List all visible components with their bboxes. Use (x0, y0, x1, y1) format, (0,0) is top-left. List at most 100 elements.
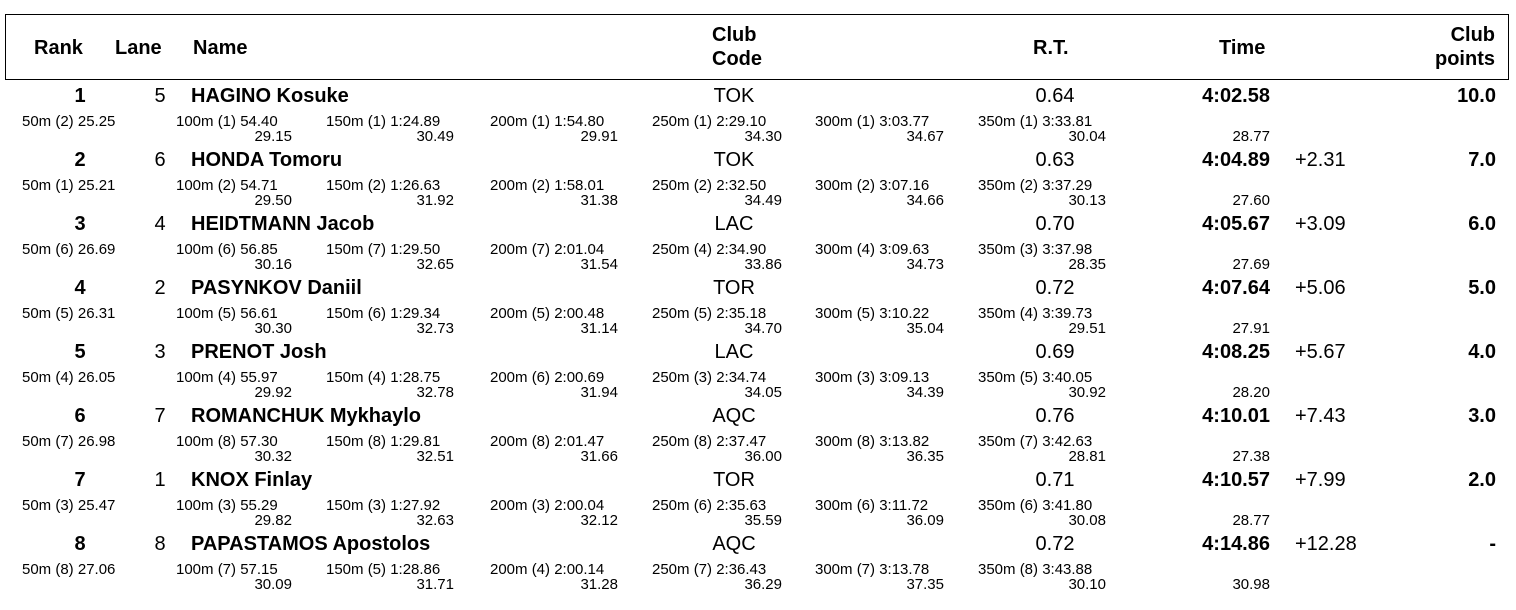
reaction-time: 0.72 (1035, 277, 1075, 299)
lap-time: 31.28 (580, 576, 618, 593)
lap-time: 29.82 (254, 512, 292, 529)
athlete-name: ROMANCHUK Mykhaylo (191, 405, 422, 427)
lap-time: 30.30 (254, 320, 292, 337)
club-points: 3.0 (1468, 405, 1496, 427)
split-time: 100m (6) 56.85 (176, 241, 278, 258)
split-time: 50m (4) 26.05 (22, 369, 116, 386)
split-time: 350m (4) 3:39.73 (978, 305, 1093, 322)
athlete-name: KNOX Finlay (191, 469, 313, 491)
club-points-header-line-1: Club (1450, 24, 1495, 46)
athlete-name: HONDA Tomoru (191, 149, 343, 171)
split-time: 200m (7) 2:01.04 (490, 241, 605, 258)
split-time: 100m (3) 55.29 (176, 497, 278, 514)
split-time: 200m (3) 2:00.04 (490, 497, 605, 514)
athlete-result: 7 1 KNOX Finlay TOR 0.71 4:10.57 +7.99 2.0 50m (… (0, 464, 1516, 529)
lap-time: 30.92 (1068, 384, 1106, 401)
final-lap-time: 27.69 (1232, 256, 1270, 273)
club-code: TOK (713, 85, 755, 107)
club-points: - (1489, 533, 1496, 555)
lap-time: 31.94 (580, 384, 618, 401)
club-points: 2.0 (1468, 469, 1496, 491)
athlete-name: HEIDTMANN Jacob (191, 213, 375, 235)
split-time: 50m (2) 25.25 (22, 113, 116, 130)
club-code: TOK (713, 149, 755, 171)
rank: 7 (74, 469, 86, 491)
split-time: 200m (5) 2:00.48 (490, 305, 605, 322)
split-time: 300m (8) 3:13.82 (815, 433, 930, 450)
time-behind: +7.43 (1295, 405, 1346, 427)
lane: 3 (154, 341, 166, 363)
split-time: 50m (6) 26.69 (22, 241, 116, 258)
reaction-time: 0.70 (1035, 213, 1075, 235)
split-time: 300m (6) 3:11.72 (815, 497, 929, 514)
reaction-time: 0.71 (1035, 469, 1075, 491)
time-behind: +3.09 (1295, 213, 1346, 235)
split-time: 300m (3) 3:09.13 (815, 369, 930, 386)
lap-time: 34.49 (744, 192, 782, 209)
lap-time: 30.10 (1068, 576, 1106, 593)
lap-time: 34.05 (744, 384, 782, 401)
split-time: 50m (7) 26.98 (22, 433, 116, 450)
athlete-result: 2 6 HONDA Tomoru TOK 0.63 4:04.89 +2.31 7.0 50m … (0, 144, 1516, 209)
lane: 2 (154, 277, 166, 299)
split-time: 350m (6) 3:41.80 (978, 497, 1093, 514)
final-time: 4:04.89 (1202, 149, 1270, 171)
athlete-name: PAPASTAMOS Apostolos (191, 533, 431, 555)
club-code: TOR (713, 469, 755, 491)
athlete-result: 4 2 PASYNKOV Daniil TOR 0.72 4:07.64 +5.06 5.0 5… (0, 272, 1516, 337)
lap-time: 35.59 (744, 512, 782, 529)
lane: 7 (154, 405, 166, 427)
athlete-name: PRENOT Josh (191, 341, 327, 363)
split-time: 100m (2) 54.71 (176, 177, 278, 194)
final-time: 4:07.64 (1202, 277, 1270, 299)
athlete-name: HAGINO Kosuke (191, 85, 349, 107)
results-list: 1 5 HAGINO Kosuke TOK 0.64 4:02.58 10.0 50m (2)… (0, 80, 1516, 610)
lap-time: 34.66 (906, 192, 944, 209)
time-behind: +5.67 (1295, 341, 1346, 363)
rt-header: R.T. (1033, 37, 1069, 59)
split-time: 200m (4) 2:00.14 (490, 561, 605, 578)
split-time: 200m (8) 2:01.47 (490, 433, 605, 450)
club-points: 4.0 (1468, 341, 1496, 363)
rank: 2 (74, 149, 86, 171)
lap-time: 32.63 (416, 512, 454, 529)
lap-time: 34.73 (906, 256, 944, 273)
split-time: 350m (5) 3:40.05 (978, 369, 1093, 386)
split-time: 350m (7) 3:42.63 (978, 433, 1093, 450)
lap-time: 30.49 (416, 128, 454, 145)
final-lap-time: 28.77 (1232, 512, 1270, 529)
split-time: 150m (2) 1:26.63 (326, 177, 441, 194)
lane-header: Lane (115, 37, 162, 59)
athlete-result: 5 3 PRENOT Josh LAC 0.69 4:08.25 +5.67 4.0 50m (… (0, 336, 1516, 401)
split-time: 300m (5) 3:10.22 (815, 305, 930, 322)
split-time: 300m (2) 3:07.16 (815, 177, 930, 194)
rank: 5 (74, 341, 86, 363)
split-time: 300m (4) 3:09.63 (815, 241, 930, 258)
athlete-name: PASYNKOV Daniil (191, 277, 362, 299)
lap-time: 30.32 (254, 448, 292, 465)
lap-time: 30.09 (254, 576, 292, 593)
split-time: 50m (5) 26.31 (22, 305, 116, 322)
club-code-header-line-1: Club (712, 24, 757, 46)
split-time: 300m (1) 3:03.77 (815, 113, 930, 130)
lap-time: 33.86 (744, 256, 782, 273)
split-time: 150m (4) 1:28.75 (326, 369, 441, 386)
split-time: 100m (7) 57.15 (176, 561, 278, 578)
split-time: 50m (1) 25.21 (22, 177, 116, 194)
reaction-time: 0.63 (1035, 149, 1075, 171)
lap-time: 31.38 (580, 192, 618, 209)
split-time: 350m (2) 3:37.29 (978, 177, 1093, 194)
lap-time: 34.30 (744, 128, 782, 145)
club-code: AQC (712, 405, 756, 427)
rank: 3 (74, 213, 86, 235)
lap-time: 28.35 (1068, 256, 1106, 273)
final-lap-time: 30.98 (1232, 576, 1270, 593)
final-lap-time: 28.20 (1232, 384, 1270, 401)
lap-time: 32.12 (580, 512, 618, 529)
lap-time: 32.73 (416, 320, 454, 337)
lap-time: 31.92 (416, 192, 454, 209)
split-time: 200m (2) 1:58.01 (490, 177, 605, 194)
lap-time: 30.04 (1068, 128, 1106, 145)
split-time: 100m (8) 57.30 (176, 433, 278, 450)
final-time: 4:05.67 (1202, 213, 1270, 235)
